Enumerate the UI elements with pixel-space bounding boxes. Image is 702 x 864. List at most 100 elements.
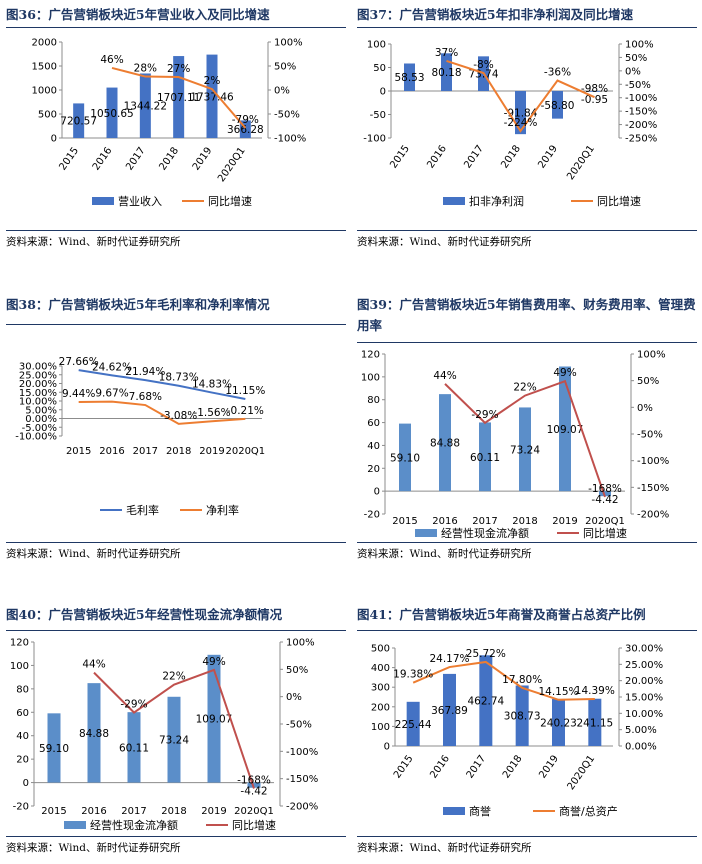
right-axis-tick-label: 100%	[286, 638, 315, 649]
line-data-label: -79%	[232, 114, 259, 126]
legend-label: 营业收入	[118, 194, 162, 208]
right-axis-tick-label: -100%	[625, 93, 657, 104]
bar-data-label: 720.57	[60, 116, 97, 128]
line-data-label: -168%	[237, 775, 271, 787]
line-data-label: -8%	[473, 59, 493, 71]
left-axis-tick-label: 40	[16, 731, 29, 742]
right-axis-tick-label: 15.00%	[625, 693, 663, 704]
figure-38-panel: 图38：广告营销板块近5年毛利率和净利率情况 30.00% 25.00% 20.00…	[0, 288, 351, 576]
x-axis-tick-label: 2016	[99, 446, 124, 457]
legend-label: 经营性现金流净额	[90, 818, 178, 832]
line-data-label: -224%	[504, 117, 538, 129]
figure-41-panel: 图41：广告营销板块近5年商誉及商誉占总资产比例 500 400 300 200 100…	[351, 576, 702, 864]
bar-2016	[443, 673, 456, 746]
line-data-label: 25.72%	[466, 648, 506, 660]
x-axis-tick-label: 2018	[158, 145, 182, 172]
right-axis-tick-label: 30.00%	[625, 644, 663, 655]
line-data-label: 44%	[433, 370, 456, 382]
bar-data-label: 1707.11	[157, 92, 200, 104]
bar-data-label: 60.11	[470, 452, 500, 464]
x-axis-tick-label: 2020Q1	[225, 446, 265, 457]
left-axis-tick-label: 40	[367, 441, 380, 452]
bar-data-label: 60.11	[119, 742, 149, 754]
right-axis-tick-label: -100%	[274, 134, 306, 145]
title-rule	[357, 630, 697, 631]
bar-data-label: 59.10	[39, 743, 69, 755]
line-data-label: -36%	[544, 67, 571, 79]
left-axis-tick-label: 400	[371, 663, 390, 674]
combo-chart: 120 100 80 60 40 20 0 -20 100% 50% 0% -50% -100% -150…	[0, 634, 351, 834]
line-series-毛利率	[78, 369, 246, 400]
bar-2017	[127, 712, 141, 783]
line-chart: 30.00% 25.00% 20.00% 15.00% 10.00% 5.00% 0.00%…	[0, 328, 351, 528]
line-series-同比增速	[444, 379, 606, 498]
source-rule	[357, 542, 697, 543]
title-rule	[357, 342, 697, 343]
bar-2019	[206, 54, 218, 138]
chart-svg: 100 50 0 -50 -100 100% 50% 0% -50% -100% -150% -200…	[363, 40, 657, 209]
legend-swatch-商誉	[443, 807, 465, 815]
right-axis-tick-label: 50%	[286, 665, 308, 676]
legend-label: 同比增速	[232, 818, 276, 832]
source-rule	[6, 542, 346, 543]
bar-2015	[47, 713, 61, 783]
legend-label: 商誉	[469, 804, 491, 818]
bar-2020Q1	[588, 698, 602, 746]
line-data-label: 21.94%	[125, 366, 165, 378]
line-series-同比增速	[446, 59, 595, 133]
line-data-label: 14.83%	[192, 379, 232, 391]
left-axis-tick-label: 80	[367, 395, 380, 406]
right-axis-tick-label: 100%	[637, 350, 666, 361]
right-axis-tick-label: 50%	[625, 53, 647, 64]
figure-title: 图41：广告营销板块近5年商誉及商誉占总资产比例	[357, 607, 646, 622]
bar-data-label: 109.07	[547, 424, 584, 436]
bar-2018	[167, 696, 181, 783]
figure-title: 图40：广告营销板块近5年经营性现金流净额情况	[6, 607, 283, 622]
left-axis-tick-label: 100	[371, 722, 390, 733]
right-axis-tick-label: -100%	[286, 747, 318, 758]
left-axis-tick-label: -20	[364, 510, 380, 521]
chart-svg: 30.00%25.00%20.00%15.00%10.00%5.00%0.00%…	[15, 356, 265, 517]
x-axis-tick-label: 2016	[81, 806, 106, 817]
chart-svg: 500 400 300 200 100 0 30.00% 25.00% 20.00% 15.00%…	[371, 644, 663, 819]
bar-2016	[439, 394, 451, 492]
line-data-label: -29%	[120, 699, 147, 711]
bar-data-label: 73.24	[159, 735, 189, 747]
title-rule	[6, 324, 346, 325]
bar-data-label: 241.15	[576, 717, 613, 729]
left-axis-tick-label: 0	[23, 778, 29, 789]
line-series-同比增速	[93, 668, 255, 789]
line-data-label: 44%	[82, 659, 105, 671]
left-axis-tick-label: 20	[367, 464, 380, 475]
right-axis-tick-label: -200%	[637, 510, 669, 521]
left-axis-tick-label: 500	[371, 644, 390, 655]
line-data-label: 49%	[202, 656, 225, 668]
x-axis-tick-label: 2017	[121, 806, 146, 817]
left-axis-tick-label: 500	[38, 110, 57, 121]
line-data-label: 27.66%	[59, 356, 99, 368]
line-data-label: -29%	[471, 409, 498, 421]
right-axis-tick-label: -50%	[625, 80, 651, 91]
right-axis-tick-label: -250%	[625, 134, 657, 145]
right-axis-tick-label: -150%	[625, 107, 657, 118]
bar-data-label: 1344.22	[124, 101, 167, 113]
left-axis-tick-label: 60	[16, 708, 29, 719]
left-axis-tick-label: 2000	[32, 38, 57, 49]
x-axis-tick-label: 2016	[91, 145, 115, 172]
bar-2019	[552, 698, 565, 746]
legend-label: 经营性现金流净额	[441, 526, 529, 540]
line-data-label: -1.56%	[193, 407, 230, 419]
title-rule	[6, 630, 346, 631]
bar-data-label: 1050.65	[90, 108, 133, 120]
bar-data-label: -0.95	[581, 94, 608, 106]
combo-chart: 0 500 1000 1500 2000 100% 50% 0% -50% -100% 2015 20…	[0, 30, 351, 230]
x-axis-tick-label: 2019	[536, 143, 560, 170]
left-axis-tick-label: 60	[367, 418, 380, 429]
x-axis-tick-label: 2018	[501, 753, 525, 780]
legend-label: 同比增速	[597, 194, 641, 208]
x-axis-tick-label: 2019	[201, 806, 226, 817]
figure-title: 图36：广告营销板块近5年营业收入及同比增速	[6, 7, 270, 22]
combo-chart: 100 50 0 -50 -100 100% 50% 0% -50% -100% -150% -200…	[351, 30, 702, 230]
source-note: 资料来源：Wind、新时代证券研究所	[357, 842, 532, 854]
left-axis-tick-label: -5.00%	[22, 423, 57, 434]
